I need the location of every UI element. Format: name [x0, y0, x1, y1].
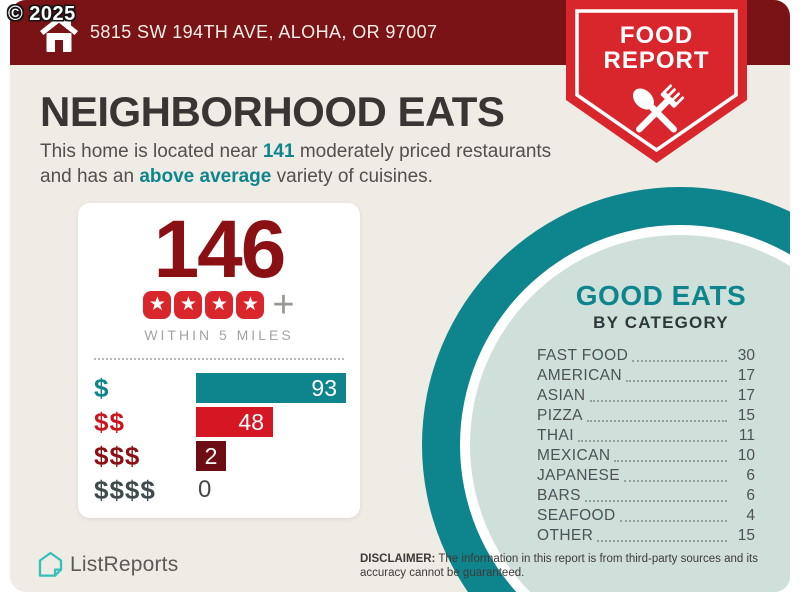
category-row: JAPANESE 6: [537, 465, 755, 485]
category-name: PIZZA: [537, 407, 583, 424]
radius-label: WITHIN 5 MILES: [144, 327, 294, 343]
home-icon: [40, 16, 78, 52]
price-bar: 93: [196, 373, 346, 403]
dotted-leader: [619, 520, 727, 522]
category-list: FAST FOOD 30 AMERICAN 17 ASIAN 17 PIZZA 15 THAI 1…: [537, 345, 755, 545]
variety-highlight: above average: [139, 166, 272, 187]
star-icon: ★: [205, 291, 234, 319]
category-count: 17: [737, 367, 755, 384]
disclaimer: DISCLAIMER: The information in this repo…: [360, 552, 775, 580]
category-count: 4: [746, 507, 755, 524]
dotted-leader: [586, 420, 727, 422]
category-row: FAST FOOD 30: [537, 345, 755, 365]
summary-pre: This home is located near: [40, 141, 263, 162]
summary-text: This home is located near 141 moderately…: [40, 139, 585, 189]
summary-post: variety of cuisines.: [271, 166, 433, 187]
dotted-divider: [94, 358, 344, 360]
price-row: $$$$ 0: [94, 475, 346, 505]
bar-track: 93: [196, 373, 346, 403]
zero-value: 0: [198, 476, 212, 503]
bar-track: 0: [196, 475, 346, 505]
price-level-label: $$: [94, 406, 125, 437]
category-count: 30: [737, 347, 755, 364]
copyright-watermark: © 2025: [8, 3, 76, 25]
plus-sign: +: [272, 284, 295, 326]
category-row: BARS 6: [537, 485, 755, 505]
category-name: BARS: [537, 487, 581, 504]
dotted-leader: [614, 460, 727, 462]
summary-mid: moderately priced restaurants and has an: [40, 141, 552, 187]
category-count: 15: [737, 407, 755, 424]
category-count: 6: [746, 487, 755, 504]
dotted-leader: [632, 360, 727, 362]
listreports-brand: ListReports: [38, 551, 178, 578]
dotted-leader: [626, 380, 727, 382]
category-row: THAI 11: [537, 425, 755, 445]
category-row: ASIAN 17: [537, 385, 755, 405]
category-count: 15: [737, 527, 755, 544]
category-row: PIZZA 15: [537, 405, 755, 425]
dotted-leader: [589, 400, 727, 402]
crossed-utensils-icon: [632, 84, 685, 133]
category-name: OTHER: [537, 527, 594, 544]
price-level-label: $$$: [94, 440, 141, 471]
category-row: SEAFOOD 4: [537, 505, 755, 525]
price-row: $$$ 2: [94, 441, 346, 471]
ribbon-line1: FOOD: [620, 22, 693, 49]
food-report-ribbon: FOOD REPORT: [566, 0, 747, 163]
ribbon-line2: REPORT: [603, 47, 709, 74]
category-row: MEXICAN 10: [537, 445, 755, 465]
price-bar: 2: [196, 441, 226, 471]
dotted-leader: [624, 480, 727, 482]
star-icon: ★: [143, 291, 172, 319]
dotted-leader: [584, 500, 727, 502]
category-row: OTHER 15: [537, 525, 755, 545]
category-count: 10: [737, 447, 755, 464]
circle-white-ring: [460, 225, 790, 592]
category-name: AMERICAN: [537, 367, 623, 384]
star-icon: ★: [174, 291, 203, 319]
bar-track: 2: [196, 441, 346, 471]
bar-track: 48: [196, 407, 346, 437]
category-name: JAPANESE: [537, 467, 621, 484]
good-eats-subtitle: BY CATEGORY: [593, 313, 729, 332]
dotted-leader: [597, 540, 727, 542]
category-name: FAST FOOD: [537, 347, 629, 364]
price-row: $93: [94, 373, 346, 403]
price-row: $$ 48: [94, 407, 346, 437]
category-count: 17: [737, 387, 755, 404]
category-count: 6: [746, 467, 755, 484]
category-name: SEAFOOD: [537, 507, 616, 524]
good-eats-panel: GOOD EATS BY CATEGORY FAST FOOD 30 AMERICA…: [525, 280, 765, 545]
property-address: 5815 SW 194TH AVE, ALOHA, OR 97007: [90, 22, 438, 42]
page-title: NEIGHBORHOOD EATS: [40, 88, 505, 135]
restaurant-count: 141: [262, 141, 295, 162]
star-icon: ★: [236, 291, 265, 319]
restaurant-total: 146: [153, 204, 287, 295]
good-eats-title: GOOD EATS: [575, 280, 747, 311]
disclaimer-text: The information in this report is from t…: [360, 553, 758, 579]
disclaimer-label: DISCLAIMER:: [360, 553, 436, 565]
category-count: 11: [738, 427, 755, 444]
dotted-leader: [577, 440, 727, 442]
brand-name: ListReports: [70, 552, 179, 576]
category-name: MEXICAN: [537, 447, 611, 464]
rating-stars: ★ ★ ★ ★ +: [78, 284, 360, 326]
price-level-bar-chart: $93 $$ 48 $$$ 2 $$$$ 0: [78, 373, 360, 505]
restaurant-stats-card: 146 ★ ★ ★ ★ + WITHIN 5 MILES $93 $$ 48 $$$ 2 $$$$…: [78, 203, 360, 518]
price-level-label: $$$$: [94, 474, 156, 505]
category-name: ASIAN: [537, 387, 586, 404]
category-name: THAI: [537, 427, 574, 444]
category-row: AMERICAN 17: [537, 365, 755, 385]
listreports-logo-icon: [38, 551, 63, 577]
price-bar: 48: [196, 407, 273, 437]
price-level-label: $: [94, 372, 110, 403]
